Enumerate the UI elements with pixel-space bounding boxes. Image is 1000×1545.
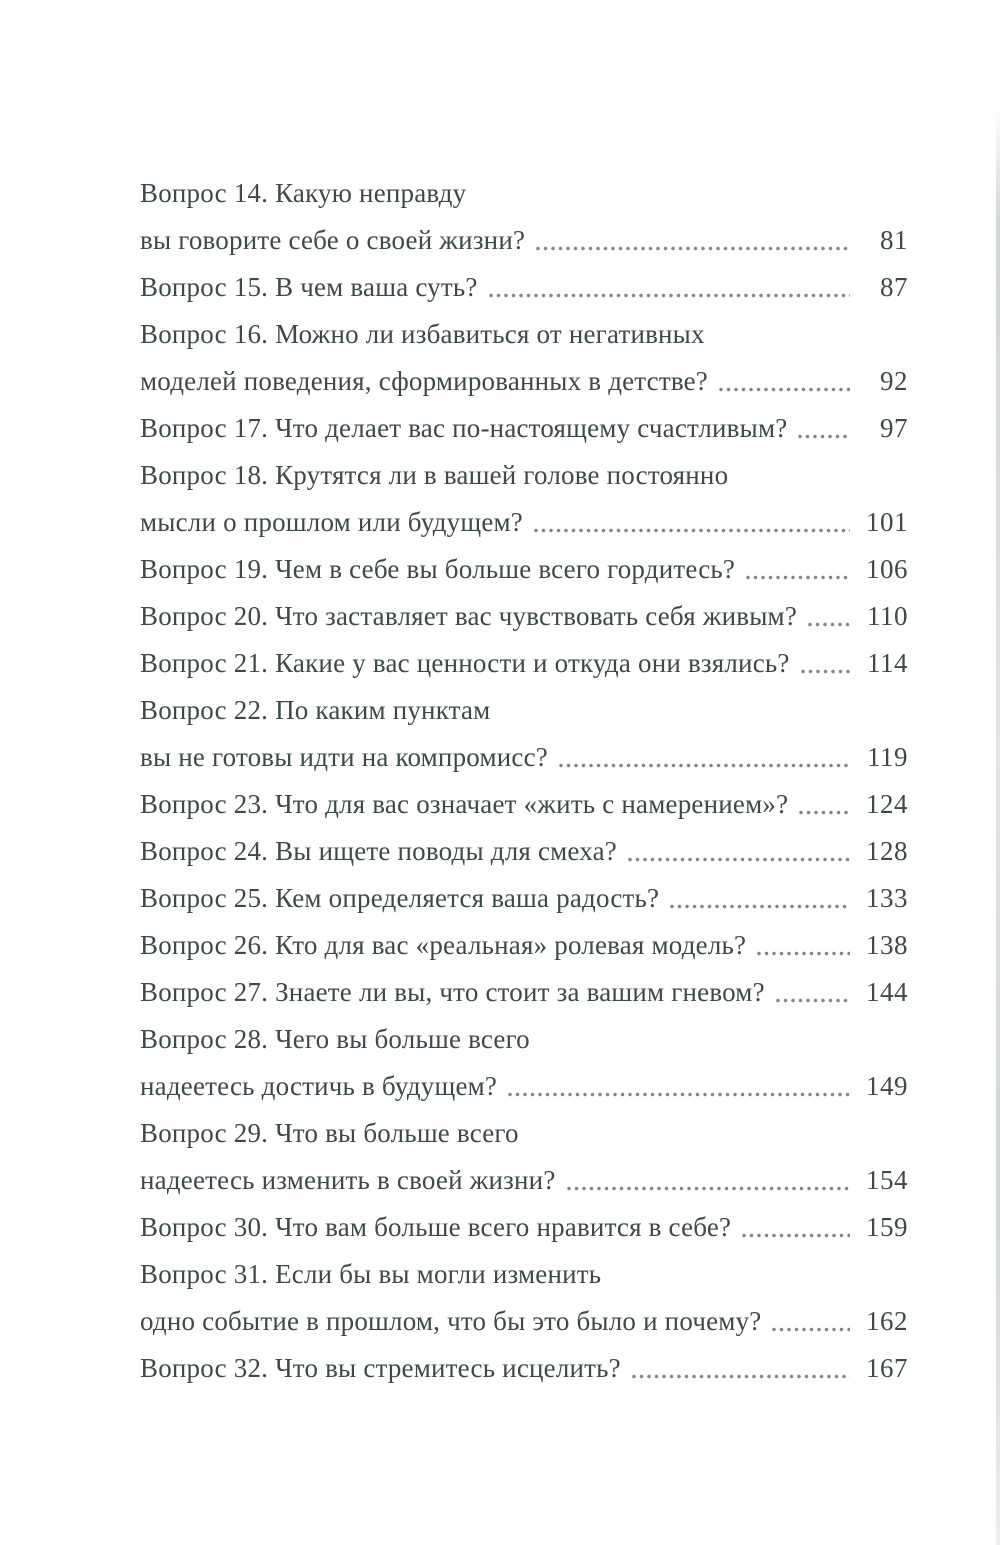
- toc-row: Вопрос 21. Какие у вас ценности и откуда…: [140, 640, 908, 687]
- dot-leader: [757, 951, 850, 956]
- toc-entry-text: Вопрос 14. Какую неправду: [140, 178, 467, 208]
- dot-leader: [772, 1327, 850, 1332]
- toc-row: Вопрос 32. Что вы стремитесь исцелить? 16…: [140, 1345, 908, 1392]
- toc-row: Вопрос 16. Можно ли избавиться от негати…: [140, 311, 908, 358]
- dot-leader: [718, 387, 850, 392]
- toc-row: Вопрос 28. Чего вы больше всего: [140, 1016, 908, 1063]
- toc-row: Вопрос 29. Что вы больше всего: [140, 1110, 908, 1157]
- toc-page-number: 101: [866, 507, 908, 537]
- toc-row: Вопрос 24. Вы ищете поводы для смеха? 128: [140, 828, 908, 875]
- toc-entry-text: Вопрос 26. Кто для вас «реальная» ролева…: [140, 930, 747, 960]
- toc-row: надеетесь изменить в своей жизни? 154: [140, 1157, 908, 1204]
- toc-entry-text: Вопрос 25. Кем определяется ваша радость…: [140, 883, 660, 913]
- toc-entry-text: Вопрос 20. Что заставляет вас чувствоват…: [140, 601, 798, 631]
- toc-entry-text: надеетесь изменить в своей жизни?: [140, 1165, 556, 1195]
- dot-leader: [566, 1186, 850, 1191]
- toc-page-number: 124: [866, 789, 908, 819]
- toc-entry-text: Вопрос 24. Вы ищете поводы для смеха?: [140, 836, 617, 866]
- toc-page-number: 138: [866, 930, 908, 960]
- table-of-contents: Вопрос 14. Какую неправду вы говорите себ…: [140, 170, 908, 1392]
- toc-row: мысли о прошлом или будущем? 101: [140, 499, 908, 546]
- dot-leader: [670, 904, 850, 909]
- dot-leader: [488, 293, 850, 298]
- dot-leader: [558, 763, 850, 768]
- toc-page-number: 81: [880, 225, 908, 255]
- toc-row: Вопрос 17. Что делает вас по-настоящему …: [140, 405, 908, 452]
- toc-row: вы не готовы идти на компромисс? 119: [140, 734, 908, 781]
- toc-entry-text: Вопрос 22. По каким пунктам: [140, 695, 491, 725]
- toc-row: Вопрос 18. Крутятся ли в вашей голове по…: [140, 452, 908, 499]
- toc-entry-text: Вопрос 16. Можно ли избавиться от негати…: [140, 319, 705, 349]
- toc-entry-text: Вопрос 23. Что для вас означает «жить с …: [140, 789, 789, 819]
- dot-leader: [799, 810, 850, 815]
- toc-page-number: 162: [866, 1306, 908, 1336]
- toc-entry-text: Вопрос 32. Что вы стремитесь исцелить?: [140, 1353, 621, 1383]
- toc-entry-text: Вопрос 30. Что вам больше всего нравится…: [140, 1212, 732, 1242]
- toc-row: Вопрос 14. Какую неправду: [140, 170, 908, 217]
- toc-entry-text: Вопрос 17. Что делает вас по-настоящему …: [140, 413, 788, 443]
- toc-row: Вопрос 15. В чем ваша суть? 87: [140, 264, 908, 311]
- toc-entry-text: Вопрос 27. Знаете ли вы, что стоит за ва…: [140, 977, 765, 1007]
- toc-row: надеетесь достичь в будущем? 149: [140, 1063, 908, 1110]
- toc-entry-text: Вопрос 19. Чем в себе вы больше всего го…: [140, 554, 736, 584]
- toc-entry-text: надеетесь достичь в будущем?: [140, 1071, 498, 1101]
- toc-row: Вопрос 22. По каким пунктам: [140, 687, 908, 734]
- toc-entry-text: Вопрос 15. В чем ваша суть?: [140, 272, 478, 302]
- dot-leader: [742, 1233, 850, 1238]
- toc-row: вы говорите себе о своей жизни? 81: [140, 217, 908, 264]
- toc-row: одно событие в прошлом, что бы это было …: [140, 1298, 908, 1345]
- toc-page-number: 167: [866, 1353, 908, 1383]
- toc-page-number: 87: [880, 272, 908, 302]
- toc-row: Вопрос 27. Знаете ли вы, что стоит за ва…: [140, 969, 908, 1016]
- toc-page-number: 159: [866, 1212, 908, 1242]
- toc-entry-text: Вопрос 31. Если бы вы могли изменить: [140, 1259, 602, 1289]
- toc-page-number: 106: [866, 554, 908, 584]
- toc-page-number: 92: [880, 366, 908, 396]
- toc-page-number: 154: [866, 1165, 908, 1195]
- toc-page-number: 149: [866, 1071, 908, 1101]
- toc-row: Вопрос 26. Кто для вас «реальная» ролева…: [140, 922, 908, 969]
- toc-row: Вопрос 23. Что для вас означает «жить с …: [140, 781, 908, 828]
- toc-entry-text: моделей поведения, сформированных в детс…: [140, 366, 708, 396]
- toc-row: Вопрос 31. Если бы вы могли изменить: [140, 1251, 908, 1298]
- dot-leader: [798, 434, 850, 439]
- dot-leader: [746, 575, 850, 580]
- toc-page-number: 144: [866, 977, 908, 1007]
- dot-leader: [800, 669, 850, 674]
- toc-entry-text: одно событие в прошлом, что бы это было …: [140, 1306, 762, 1336]
- toc-row: Вопрос 25. Кем определяется ваша радость…: [140, 875, 908, 922]
- toc-page-number: 110: [867, 601, 908, 631]
- toc-entry-text: Вопрос 29. Что вы больше всего: [140, 1118, 519, 1148]
- dot-leader: [627, 857, 850, 862]
- toc-entry-text: Вопрос 28. Чего вы больше всего: [140, 1024, 530, 1054]
- toc-row: Вопрос 19. Чем в себе вы больше всего го…: [140, 546, 908, 593]
- toc-entry-text: вы говорите себе о своей жизни?: [140, 225, 526, 255]
- dot-leader: [775, 998, 850, 1003]
- toc-entry-text: Вопрос 18. Крутятся ли в вашей голове по…: [140, 460, 729, 490]
- dot-leader: [508, 1092, 850, 1097]
- toc-page-number: 119: [867, 742, 908, 772]
- toc-page-number: 97: [880, 413, 908, 443]
- toc-page-number: 128: [866, 836, 908, 866]
- dot-leader: [631, 1374, 850, 1379]
- toc-row: Вопрос 20. Что заставляет вас чувствоват…: [140, 593, 908, 640]
- toc-entry-text: мысли о прошлом или будущем?: [140, 507, 523, 537]
- toc-row: Вопрос 30. Что вам больше всего нравится…: [140, 1204, 908, 1251]
- dot-leader: [533, 528, 850, 533]
- dot-leader: [536, 246, 850, 251]
- toc-entry-text: Вопрос 21. Какие у вас ценности и откуда…: [140, 648, 790, 678]
- dot-leader: [808, 622, 850, 627]
- toc-page-number: 114: [867, 648, 908, 678]
- toc-row: моделей поведения, сформированных в детс…: [140, 358, 908, 405]
- toc-page-number: 133: [866, 883, 908, 913]
- page-scan-edge: [996, 110, 1000, 1545]
- toc-entry-text: вы не готовы идти на компромисс?: [140, 742, 548, 772]
